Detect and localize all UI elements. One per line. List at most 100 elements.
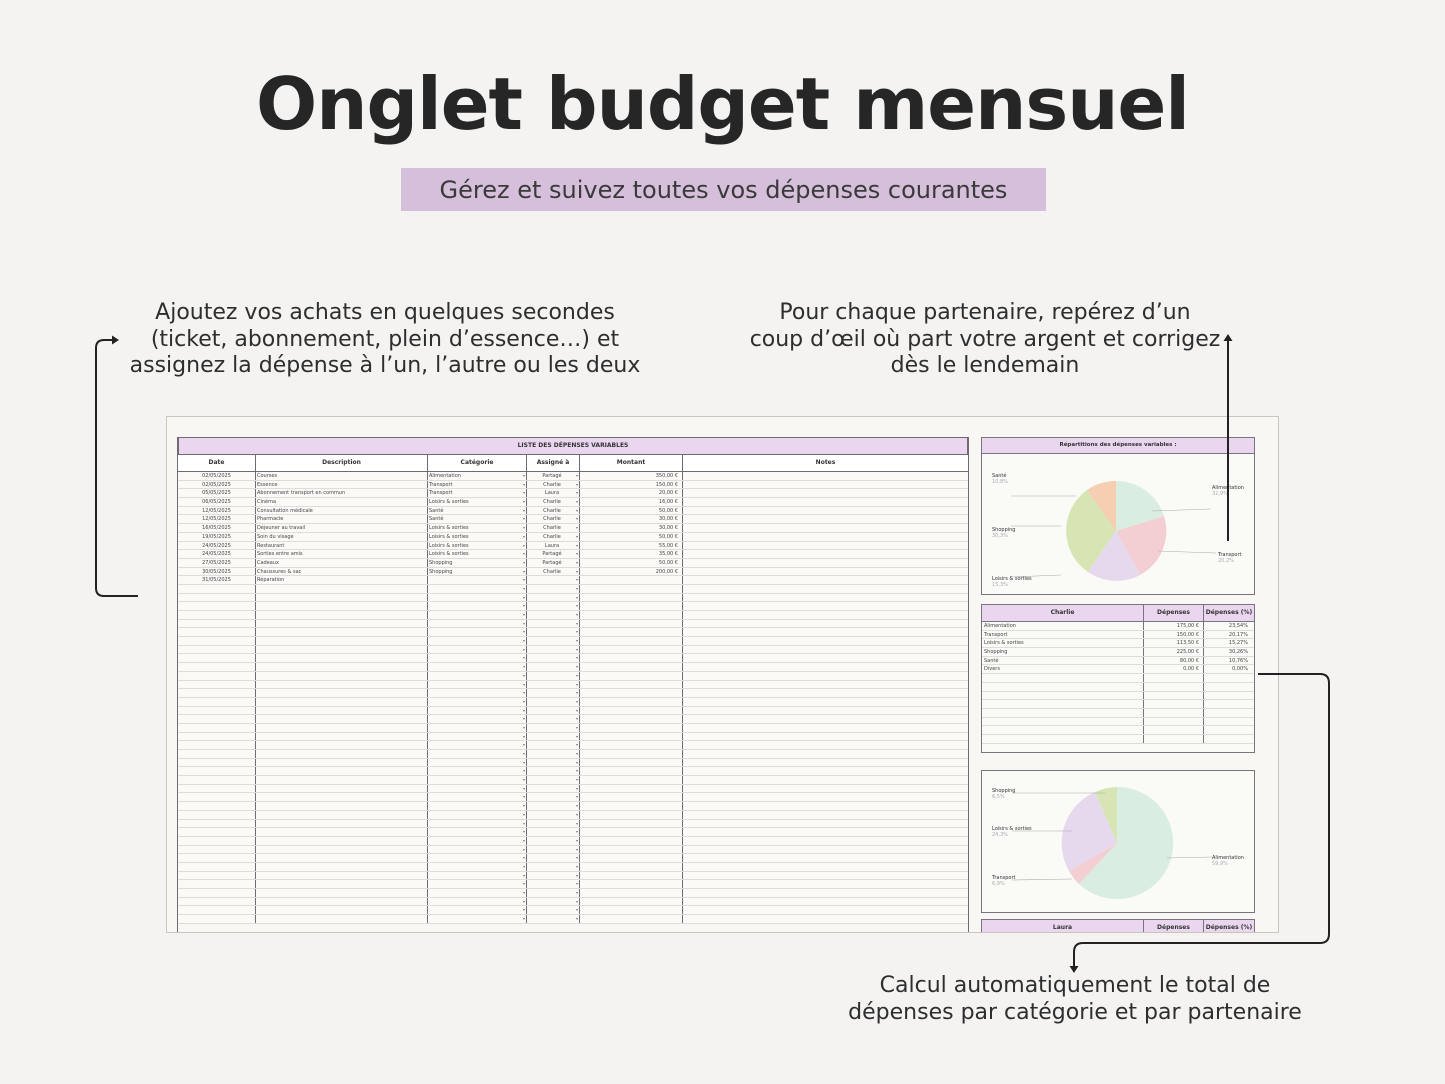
cell-date[interactable]: 24/05/2025	[178, 550, 256, 558]
cell-assigned[interactable]: ▾	[527, 889, 580, 897]
cell-amount[interactable]	[580, 767, 683, 776]
cell-assigned[interactable]: ▾	[527, 758, 580, 767]
cell-assigned[interactable]: Charlie ▾	[527, 524, 580, 532]
table-row[interactable]: ▾ ▾	[178, 611, 968, 620]
cell-assigned[interactable]: ▾	[527, 593, 580, 602]
cell-date[interactable]	[178, 706, 256, 715]
dropdown-arrow-icon[interactable]: ▾	[575, 698, 578, 704]
cell-amount[interactable]	[580, 750, 683, 758]
table-row[interactable]: ▾ ▾	[178, 619, 968, 629]
cell-amount[interactable]	[580, 715, 683, 723]
cell-date[interactable]	[178, 628, 256, 637]
cell-amount[interactable]: 16,00 €	[580, 498, 683, 506]
dropdown-arrow-icon[interactable]: ▾	[575, 751, 578, 756]
cell-assigned[interactable]: ▾	[527, 810, 580, 819]
cell-category[interactable]: ▾	[428, 732, 527, 741]
cell-category[interactable]: ▾	[428, 741, 527, 749]
dropdown-arrow-icon[interactable]: ▾	[575, 603, 578, 609]
cell-date[interactable]: 05/05/2025	[178, 489, 256, 498]
cell-amount[interactable]	[580, 593, 683, 602]
cell-amount[interactable]: 150,00 €	[580, 480, 683, 489]
cell-assigned[interactable]: ▾	[527, 871, 580, 880]
cell-amount[interactable]	[580, 758, 683, 767]
table-row[interactable]: ▾ ▾	[178, 776, 968, 785]
dropdown-arrow-icon[interactable]: ▾	[575, 638, 578, 644]
cell-assigned[interactable]: ▾	[527, 802, 580, 810]
dropdown-arrow-icon[interactable]: ▾	[522, 559, 525, 565]
dropdown-arrow-icon[interactable]: ▾	[522, 629, 525, 635]
cell-date[interactable]: 24/05/2025	[178, 541, 256, 550]
cell-assigned[interactable]: ▾	[527, 741, 580, 749]
table-row[interactable]: 19/05/2025 Soin du visage Loisirs & sortie…	[178, 532, 968, 542]
cell-amount[interactable]	[580, 836, 683, 845]
cell-description[interactable]	[256, 880, 428, 888]
table-row[interactable]: ▾ ▾	[178, 862, 968, 872]
cell-assigned[interactable]: ▾	[527, 637, 580, 645]
cell-category[interactable]: ▾	[428, 576, 527, 584]
cell-date[interactable]	[178, 637, 256, 645]
cell-date[interactable]	[178, 836, 256, 845]
dropdown-arrow-icon[interactable]: ▾	[575, 768, 578, 774]
dropdown-arrow-icon[interactable]: ▾	[575, 881, 578, 887]
dropdown-arrow-icon[interactable]: ▾	[522, 690, 525, 696]
cell-description[interactable]: Chaussures & sac	[256, 567, 428, 576]
cell-category[interactable]: Loisirs & sorties ▾	[428, 498, 527, 506]
cell-category[interactable]: Santé ▾	[428, 515, 527, 524]
cell-date[interactable]	[178, 680, 256, 689]
cell-date[interactable]	[178, 845, 256, 854]
dropdown-arrow-icon[interactable]: ▾	[522, 655, 525, 661]
dropdown-arrow-icon[interactable]: ▾	[575, 837, 578, 843]
cell-date[interactable]	[178, 602, 256, 610]
cell-category[interactable]: ▾	[428, 628, 527, 637]
cell-description[interactable]	[256, 628, 428, 637]
cell-description[interactable]: Restaurant	[256, 541, 428, 550]
dropdown-arrow-icon[interactable]: ▾	[522, 751, 525, 756]
cell-description[interactable]	[256, 741, 428, 749]
cell-assigned[interactable]: ▾	[527, 776, 580, 784]
cell-date[interactable]	[178, 645, 256, 654]
cell-description[interactable]	[256, 758, 428, 767]
cell-assigned[interactable]: Charlie ▾	[527, 567, 580, 576]
table-row[interactable]: ▾ ▾	[178, 654, 968, 664]
dropdown-arrow-icon[interactable]: ▾	[522, 638, 525, 644]
table-row[interactable]: ▾ ▾	[178, 663, 968, 672]
table-row[interactable]: 24/05/2025 Sorties entre amis Loisirs & so…	[178, 550, 968, 559]
cell-assigned[interactable]: ▾	[527, 819, 580, 828]
dropdown-arrow-icon[interactable]: ▾	[575, 785, 578, 791]
cell-category[interactable]: ▾	[428, 915, 527, 923]
cell-date[interactable]: 31/05/2025	[178, 576, 256, 584]
cell-date[interactable]	[178, 697, 256, 706]
cell-date[interactable]	[178, 915, 256, 923]
dropdown-arrow-icon[interactable]: ▾	[575, 690, 578, 696]
dropdown-arrow-icon[interactable]: ▾	[575, 846, 578, 852]
cell-description[interactable]	[256, 645, 428, 654]
cell-date[interactable]	[178, 741, 256, 749]
cell-category[interactable]: ▾	[428, 880, 527, 888]
cell-description[interactable]	[256, 584, 428, 593]
cell-date[interactable]	[178, 810, 256, 819]
cell-amount[interactable]: 35,00 €	[580, 550, 683, 558]
cell-assigned[interactable]: Partagé ▾	[527, 472, 580, 480]
table-row[interactable]: ▾ ▾	[178, 915, 968, 924]
cell-amount[interactable]	[580, 671, 683, 680]
cell-description[interactable]	[256, 862, 428, 871]
cell-amount[interactable]	[580, 680, 683, 689]
cell-category[interactable]: ▾	[428, 810, 527, 819]
cell-category[interactable]: ▾	[428, 802, 527, 810]
cell-amount[interactable]	[580, 619, 683, 628]
table-row[interactable]: ▾ ▾	[178, 680, 968, 690]
cell-amount[interactable]	[580, 819, 683, 828]
cell-assigned[interactable]: Laura ▾	[527, 541, 580, 550]
dropdown-arrow-icon[interactable]: ▾	[575, 655, 578, 661]
cell-amount[interactable]	[580, 723, 683, 732]
dropdown-arrow-icon[interactable]: ▾	[522, 612, 525, 617]
dropdown-arrow-icon[interactable]: ▾	[522, 681, 525, 687]
cell-amount[interactable]	[580, 845, 683, 854]
table-row[interactable]: ▾ ▾	[178, 889, 968, 898]
dropdown-arrow-icon[interactable]: ▾	[522, 803, 525, 809]
cell-description[interactable]: Abonnement transport en commun	[256, 489, 428, 498]
cell-category[interactable]: Shopping ▾	[428, 567, 527, 576]
table-row[interactable]: ▾ ▾	[178, 671, 968, 681]
cell-description[interactable]	[256, 637, 428, 645]
dropdown-arrow-icon[interactable]: ▾	[575, 803, 578, 809]
